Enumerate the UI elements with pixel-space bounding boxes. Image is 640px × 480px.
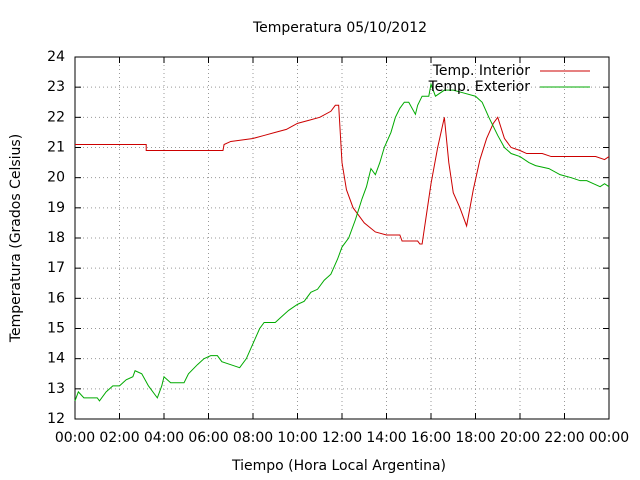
y-tick-label: 23 xyxy=(47,79,65,95)
y-tick-label: 22 xyxy=(47,109,65,125)
data-line xyxy=(75,104,610,245)
y-tick-label: 19 xyxy=(47,200,65,216)
y-tick-label: 15 xyxy=(47,321,65,337)
legend-label: Temp. Interior xyxy=(432,63,531,79)
x-tick-label: 12:00 xyxy=(322,430,362,446)
x-tick-label: 14:00 xyxy=(366,430,406,446)
y-tick-label: 16 xyxy=(47,290,65,306)
plot-border xyxy=(74,56,610,420)
x-tick-label: 18:00 xyxy=(455,430,495,446)
y-tick-label: 21 xyxy=(47,140,65,156)
y-axis-label: Temperatura (Grados Celsius) xyxy=(8,134,24,343)
x-tick-label: 08:00 xyxy=(233,430,273,446)
y-tick-label: 13 xyxy=(47,381,65,397)
chart-title: Temperatura 05/10/2012 xyxy=(252,20,427,36)
x-tick-label: 06:00 xyxy=(188,430,228,446)
x-tick-label: 16:00 xyxy=(411,430,451,446)
x-tick-label: 20:00 xyxy=(500,430,540,446)
x-tick-label: 10:00 xyxy=(277,430,317,446)
x-tick-label: 02:00 xyxy=(99,430,139,446)
x-tick-label: 00:00 xyxy=(589,430,629,446)
x-tick-label: 04:00 xyxy=(144,430,184,446)
x-tick-label: 22:00 xyxy=(544,430,584,446)
y-tick-label: 24 xyxy=(47,49,65,65)
data-line xyxy=(74,82,610,402)
y-tick-label: 14 xyxy=(47,351,65,367)
y-tick-label: 20 xyxy=(47,170,65,186)
x-tick-label: 00:00 xyxy=(55,430,95,446)
y-tick-label: 17 xyxy=(47,260,65,276)
x-axis-label: Tiempo (Hora Local Argentina) xyxy=(231,458,446,474)
y-tick-label: 12 xyxy=(47,411,65,427)
y-tick-label: 18 xyxy=(47,230,65,246)
legend-label: Temp. Exterior xyxy=(428,79,531,95)
